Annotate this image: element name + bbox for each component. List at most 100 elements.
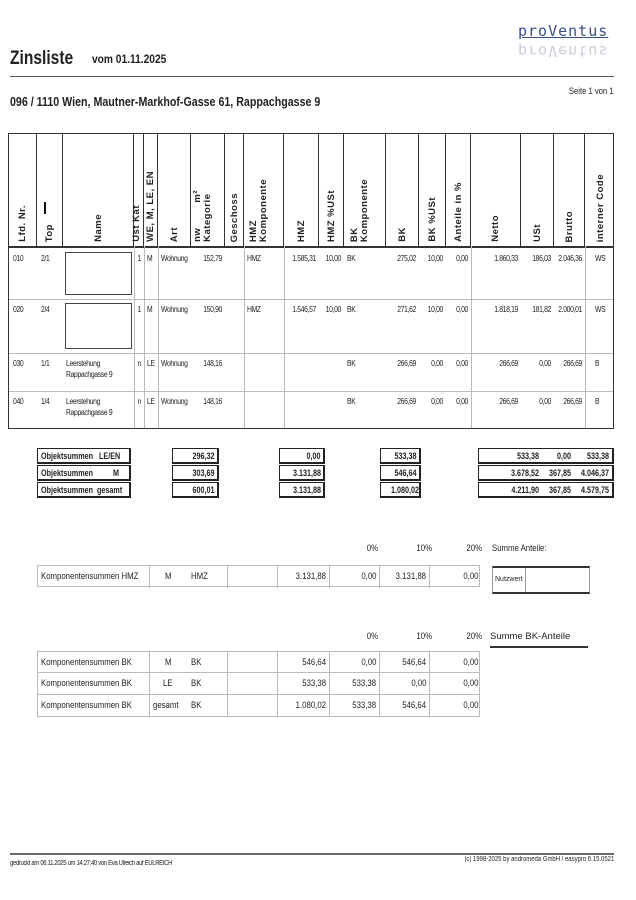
cell-art: Wohnung <box>161 359 188 368</box>
sum-label: Objektsummen gesamt <box>37 482 131 498</box>
pct-header: 10% <box>416 631 432 642</box>
component-p20-value: 0,00 <box>462 657 478 668</box>
sum-nw: 303,69 <box>172 465 219 481</box>
sum-ust-value: 367,85 <box>548 468 571 478</box>
sum-bk: 533,38 <box>380 448 421 464</box>
component-p10-value: 3.131,88 <box>395 571 426 582</box>
footer-printed: gedruckt am 06.11.2025 um 14:27:40 von E… <box>10 860 173 867</box>
cell-top: 1/1 <box>41 359 50 368</box>
component-comp: BK <box>188 673 228 695</box>
name-field[interactable] <box>65 303 132 349</box>
column-divider <box>158 246 159 428</box>
sum-label: Objektsummen M <box>37 465 131 481</box>
cell-hmzk: HMZ <box>247 254 261 263</box>
column-header: HMZ <box>284 134 319 246</box>
cell-brutto: 2.046,36 <box>558 254 582 263</box>
component-row: Komponentensummen BK LE BK 533,38 533,38 0,00… <box>37 673 480 695</box>
column-header-label: nw m² Kategorie <box>192 190 213 242</box>
cell-netto: 266,69 <box>499 397 518 406</box>
column-header-label: Anteile in % <box>452 182 464 242</box>
component-extra <box>228 695 278 717</box>
cell-ust: n <box>137 359 142 368</box>
cell-hmz: 1.585,31 <box>292 254 316 263</box>
cell-lfd: 030 <box>13 359 24 368</box>
sum-brutto-value: 4.046,37 <box>580 468 609 478</box>
component-p0: 0,00 <box>330 566 380 588</box>
cell-bkust: 0,00 <box>431 359 443 368</box>
sum-totals: 4.211,90 367,85 4.579,75 <box>478 482 614 498</box>
cell-bk: 266,69 <box>397 397 416 406</box>
sum-label-value: Objektsummen gesamt <box>41 485 123 495</box>
column-header-label: Brutto <box>563 210 575 243</box>
component-label-value: Komponentensummen HMZ <box>41 571 139 582</box>
component-p10-value: 546,64 <box>402 700 426 711</box>
row-divider <box>9 299 613 300</box>
sum-netto-value: 533,38 <box>516 451 539 461</box>
column-header-label: Lfd. Nr. <box>17 205 28 242</box>
component-kat: LE <box>150 673 188 695</box>
sum-bk-value: 1.080,02 <box>391 485 420 495</box>
component-row: Komponentensummen BK M BK 546,64 0,00 546,64 0… <box>37 651 480 674</box>
cell-nw: 148,16 <box>203 397 222 406</box>
sum-hmz: 3.131,88 <box>279 482 325 498</box>
column-header-label: interner Code <box>595 173 606 242</box>
component-comp: BK <box>188 652 228 674</box>
nutzwert-box: Nutzwert <box>492 566 590 594</box>
cell-nw: 150,90 <box>203 305 222 314</box>
sum-label-value: Objektsummen M <box>41 468 120 478</box>
component-p20: 0,00 <box>430 566 481 588</box>
company-logo: proVentus proVentus <box>518 22 618 72</box>
column-header: BK %USt <box>419 134 446 246</box>
column-header: Top <box>37 134 63 246</box>
column-header: Lfd. Nr. <box>9 134 37 246</box>
column-divider <box>144 246 145 428</box>
footer-copyright: (c) 1998-2025 by andromeda GmbH / easypr… <box>464 856 614 863</box>
cell-netto: 266,69 <box>499 359 518 368</box>
logo-mirror: proVentus <box>518 42 609 60</box>
cell-lfd: 040 <box>13 397 24 406</box>
column-divider <box>585 246 586 428</box>
column-header: BK <box>386 134 419 246</box>
cell-anteile: 0,00 <box>456 305 468 314</box>
column-header-label: HMZ <box>295 219 307 242</box>
header-divider <box>10 76 614 77</box>
component-sum-value: 1.080,02 <box>295 700 326 711</box>
cell-bkk: BK <box>347 305 356 314</box>
column-header-label: HMZ %USt <box>325 189 337 242</box>
column-header-label: BK Komponente <box>349 178 370 242</box>
column-header-label: BK %USt <box>426 197 438 242</box>
column-header-label: Name <box>92 214 104 242</box>
column-divider <box>471 246 472 428</box>
cell-netto: 1.818,19 <box>494 305 518 314</box>
sum-ust-value: 367,85 <box>548 485 571 495</box>
component-p0: 533,38 <box>330 673 380 695</box>
component-row: Komponentensummen BK gesamt BK 1.080,02 533,… <box>37 695 480 717</box>
component-p10: 0,00 <box>380 673 430 695</box>
cell-ust: 1 <box>137 305 142 314</box>
component-p0-value: 0,00 <box>360 571 376 582</box>
component-p10-value: 0,00 <box>410 678 426 689</box>
component-comp: BK <box>188 695 228 717</box>
summe-bk-anteile-label: Summe BK-Anteile <box>490 631 588 648</box>
row-divider <box>9 391 613 392</box>
sum-bk-value: 546,64 <box>394 468 417 478</box>
pct-header: 0% <box>366 543 378 554</box>
cell-bk: 271,62 <box>397 305 416 314</box>
name-field[interactable] <box>65 252 132 295</box>
cell-bkk: BK <box>347 254 356 263</box>
cell-code: B <box>595 359 600 368</box>
component-extra <box>228 566 278 588</box>
component-label: Komponentensummen BK <box>38 652 150 674</box>
column-header-label: HMZ Komponente <box>248 178 269 242</box>
page-title: Zinsliste <box>10 48 74 69</box>
column-header: HMZ Komponente <box>244 134 284 246</box>
sum-netto-value: 3.678,52 <box>510 468 539 478</box>
column-header: HMZ %USt <box>319 134 344 246</box>
component-kat-value: LE <box>163 678 173 689</box>
sum-hmz-value: 3.131,88 <box>292 468 321 478</box>
component-extra <box>228 673 278 695</box>
sum-bk: 1.080,02 <box>380 482 421 498</box>
column-header-label: Ust Kat <box>131 205 142 242</box>
component-p0-value: 533,38 <box>352 678 376 689</box>
footer-divider <box>10 853 614 855</box>
